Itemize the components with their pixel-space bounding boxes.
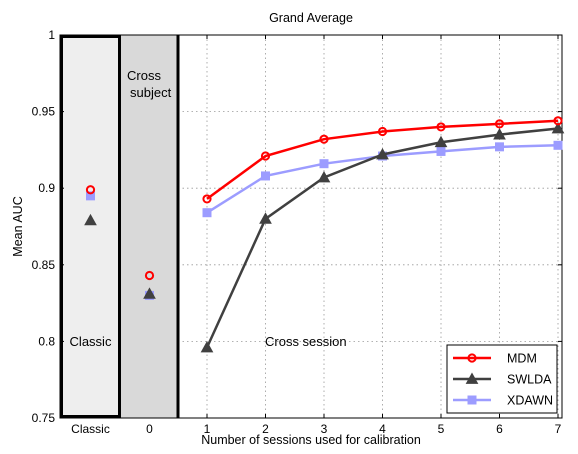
- legend-label-swlda: SWLDA: [507, 373, 552, 387]
- classic-band: [60, 35, 121, 418]
- data-point-mdm: [377, 126, 388, 137]
- data-point-swlda: [200, 340, 214, 353]
- y-tick-label: 0.85: [32, 258, 56, 272]
- x-tick-label: 6: [496, 422, 503, 436]
- data-point-swlda: [259, 212, 272, 224]
- legend-marker-mdm: [467, 353, 477, 363]
- data-point-mdm: [319, 134, 329, 144]
- data-point-mdm: [202, 194, 212, 204]
- data-point-classic-xdawn: [86, 191, 95, 201]
- y-tick-label: 0.8: [38, 334, 55, 348]
- data-point-swlda: [376, 147, 389, 160]
- data-point-cross-subject-mdm: [144, 270, 155, 281]
- y-tick-label: 0.95: [32, 105, 56, 119]
- region-label-cross-subject-line2: subject: [130, 85, 172, 100]
- data-point-xdawn: [261, 171, 270, 181]
- legend-marker-xdawn: [467, 395, 477, 405]
- data-point-mdm: [436, 122, 446, 132]
- chart-title: Grand Average: [269, 11, 353, 25]
- legend-marker-swlda: [465, 372, 479, 384]
- x-tick-label: 5: [438, 422, 445, 436]
- x-tick-label: Classic: [71, 422, 110, 436]
- data-point-classic-mdm: [85, 185, 96, 195]
- data-point-swlda: [317, 170, 331, 183]
- axes-frame: [59, 34, 563, 419]
- data-point-xdawn: [495, 142, 504, 152]
- y-tick-label: 0.75: [32, 411, 56, 425]
- region-label-cross-subject-line1: Cross: [127, 68, 161, 83]
- data-point-xdawn: [436, 146, 446, 156]
- series-line-mdm: [206, 119, 559, 200]
- region-label-cross-session: Cross session: [265, 334, 347, 349]
- x-tick-label: 7: [555, 422, 562, 436]
- data-point-xdawn: [202, 208, 212, 218]
- data-point-xdawn: [319, 159, 329, 169]
- data-point-mdm: [260, 151, 271, 161]
- data-point-mdm: [553, 116, 563, 126]
- x-tick-label: 2: [262, 422, 269, 436]
- y-tick-label: 1: [48, 28, 55, 42]
- data-point-swlda: [434, 135, 448, 148]
- data-point-swlda: [493, 128, 506, 140]
- x-tick-label: 4: [379, 422, 386, 436]
- region-label-cross-subject: Cross subject: [127, 68, 172, 100]
- x-tick-label: 3: [321, 422, 328, 436]
- x-tick-label: 1: [204, 422, 211, 436]
- y-axis-title: Mean AUC: [11, 196, 25, 256]
- region-label-classic: Classic: [70, 334, 112, 349]
- x-axis-title: Number of sessions used for calibration: [201, 433, 421, 447]
- legend-label-mdm: MDM: [507, 352, 537, 366]
- data-point-classic-swlda: [84, 213, 97, 226]
- y-tick-label: 0.9: [38, 181, 55, 195]
- data-point-swlda: [551, 121, 565, 134]
- legend-label-xdawn: XDAWN: [507, 394, 553, 408]
- classic-border: [60, 35, 121, 418]
- data-point-mdm: [494, 119, 505, 129]
- data-point-xdawn: [553, 140, 563, 150]
- x-tick-label: 0: [146, 422, 153, 436]
- data-point-cross-subject-swlda: [143, 287, 156, 299]
- cross-subject-band: [121, 35, 178, 418]
